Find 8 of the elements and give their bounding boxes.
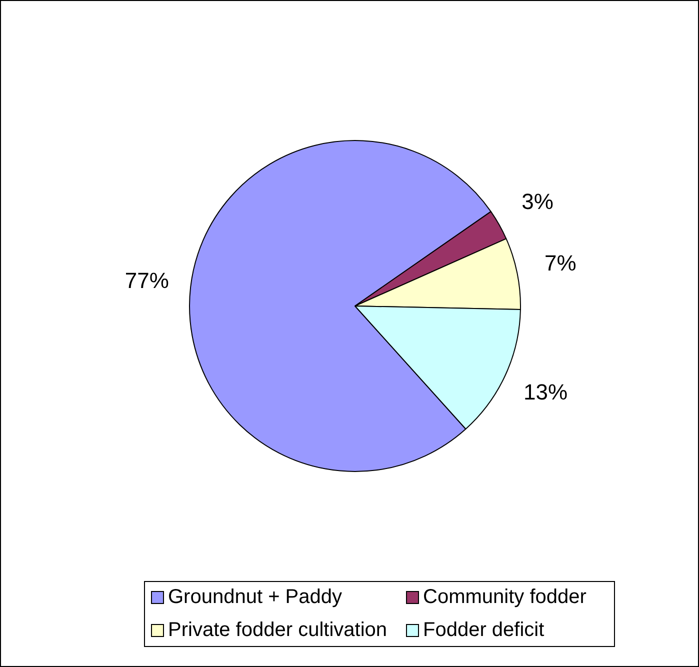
legend-label: Community fodder xyxy=(423,586,586,609)
legend-label: Private fodder cultivation xyxy=(168,619,388,642)
legend-label: Groundnut + Paddy xyxy=(168,586,342,609)
data-label: 7% xyxy=(544,250,576,276)
data-label: 77% xyxy=(124,268,169,293)
data-label: 3% xyxy=(522,189,554,214)
data-label: 13% xyxy=(523,379,568,404)
legend-label: Fodder deficit xyxy=(423,619,544,642)
